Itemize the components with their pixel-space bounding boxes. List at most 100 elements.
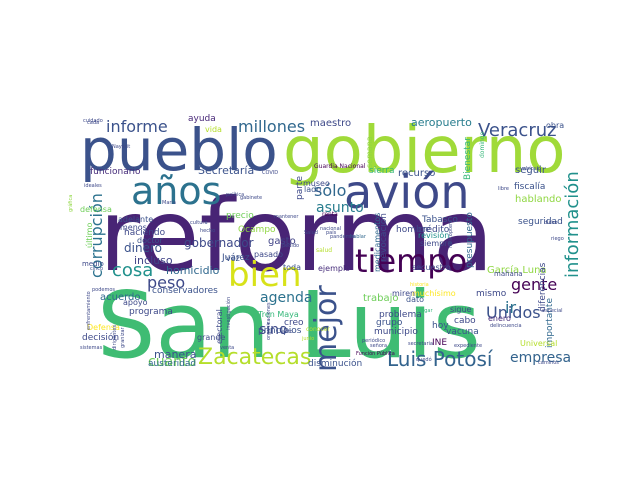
word-secretaria-lower: secretaria <box>408 341 433 347</box>
word-dinero: dinero <box>124 241 162 255</box>
word-maestro: maestro <box>310 118 351 129</box>
word-dirigentes: dirigentes <box>112 325 118 350</box>
word-manera: manera <box>154 348 196 361</box>
word-menos: menos <box>120 223 147 232</box>
word-mejor: mejor <box>309 285 344 372</box>
word-bienestar: Bienestar <box>463 137 473 180</box>
word-funcionario: funcionario <box>90 167 141 177</box>
word-ideales: ideales <box>84 183 102 189</box>
word-informe: informe <box>106 117 168 136</box>
word-juarez: Juárez <box>221 253 250 263</box>
word-delincuencia: delincuencia <box>490 323 522 329</box>
word-sigue: sigue <box>450 305 472 314</box>
word-informacion: información <box>562 171 583 278</box>
word-podemos: podemos <box>92 287 115 293</box>
word-semana: semana <box>365 136 374 168</box>
word-peso: peso <box>147 273 185 292</box>
word-periodico: periódico <box>362 337 385 344</box>
word-vacuna: vacuna <box>446 327 479 337</box>
word-vez: vez <box>226 254 240 263</box>
word-bien: bien <box>228 255 302 295</box>
word-revocacion: revocación <box>378 213 389 262</box>
word-covid: COVID <box>262 170 278 176</box>
word-homicidio: homicidio <box>166 264 220 277</box>
word-pais: país <box>326 229 337 236</box>
word-domingo: domingo <box>479 131 486 158</box>
word-municipio: municipio <box>374 327 418 337</box>
word-haciendo: haciendo <box>124 228 166 238</box>
word-principios: principios <box>258 326 302 336</box>
word-cosa: cosa <box>112 260 153 281</box>
word-seguridad: seguridad <box>518 217 563 227</box>
word-precio: precio <box>226 211 254 221</box>
word-enfrentamiento: enfrentamiento <box>86 291 92 330</box>
word-muchisimo: muchísimo <box>412 289 456 298</box>
word-politica: política <box>226 191 244 198</box>
word-salud-cap: Salud <box>304 230 318 236</box>
word-libre: libre <box>498 186 509 192</box>
word-granizar: granizar <box>120 326 126 348</box>
word-sistemas: sistemas <box>80 345 103 351</box>
word-cuidado: cuidado <box>83 118 103 124</box>
word-grafica: gráfica <box>67 195 74 212</box>
word-ayuda: ayuda <box>188 114 216 124</box>
word-helicoptero: helicóptero <box>447 220 454 248</box>
word-salud-lower: salud <box>316 247 332 254</box>
word-expediente: expediente <box>454 343 482 349</box>
word-cinco: cinco <box>90 266 103 272</box>
word-gabinete: gabinete <box>240 195 262 201</box>
word-obra: obra <box>546 121 564 130</box>
word-gobierno: gobierno <box>283 114 565 188</box>
word-revision: revisión <box>418 230 449 240</box>
word-trabajo: trabajo <box>363 293 399 304</box>
word-sino: sino <box>259 322 288 338</box>
word-especial: especial <box>542 308 563 314</box>
word-agenda: agenda <box>260 290 312 306</box>
word-acto: acto <box>282 329 293 335</box>
word-lado: lado <box>304 185 321 194</box>
word-sierra: sierra <box>369 166 394 176</box>
word-presupuesto: presupuesto <box>465 212 475 268</box>
word-vida: vida <box>205 125 222 134</box>
word-riego: riego <box>551 236 564 242</box>
word-museo: museo <box>303 179 330 188</box>
word-enero: enero <box>488 314 511 323</box>
word-disminucion: disminución <box>308 358 362 369</box>
word-hablar: hablar <box>350 234 367 240</box>
word-zacatecas: Zacatecas <box>198 345 311 370</box>
word-anos: años <box>131 169 221 213</box>
word-grande: grande <box>197 333 225 342</box>
word-caminos: caminos <box>538 360 559 366</box>
word-tren-maya: Tren Maya <box>257 310 299 319</box>
word-hombre: hombre <box>396 225 431 235</box>
word-quedo: quedó <box>416 356 432 363</box>
word-organizaciones: organizaciones <box>266 302 272 340</box>
word-adelante: adelante <box>118 215 153 224</box>
word-tiempo: tiempo <box>355 242 467 280</box>
word-conservadores: conservadores <box>152 286 218 296</box>
word-mantener: mantener <box>274 214 299 220</box>
word-historia: historia <box>410 282 429 288</box>
word-conocer: conocer <box>306 326 330 333</box>
word-veracruz: Veracruz <box>478 120 557 141</box>
word-nacional: nacional <box>320 226 341 232</box>
word-unidos: Unidos <box>486 303 541 322</box>
word-avion: avión <box>344 165 470 219</box>
word-miren: miren <box>392 289 415 298</box>
word-tabasco: Tabasco <box>421 215 458 225</box>
word-pagar: pagar <box>418 308 433 314</box>
word-investigacion: investigación <box>225 297 232 330</box>
word-vehiculo: vehículo <box>520 165 541 172</box>
word-garcia-luna: García Luna <box>487 264 547 276</box>
word-acuerdo: acuerdo <box>100 292 141 303</box>
word-manana: mañana <box>494 270 523 278</box>
word-hecho: hecho <box>200 228 215 234</box>
word-diferencias: diferencias <box>538 262 548 312</box>
word-ocampo: Ocampo <box>238 225 276 235</box>
word-renta: renta <box>322 211 338 218</box>
word-cultura: cultura <box>190 220 208 226</box>
word-luis-potosi: Luis Potosí <box>387 347 494 371</box>
word-ir: ir <box>505 298 516 317</box>
word-maria: María <box>162 199 176 206</box>
